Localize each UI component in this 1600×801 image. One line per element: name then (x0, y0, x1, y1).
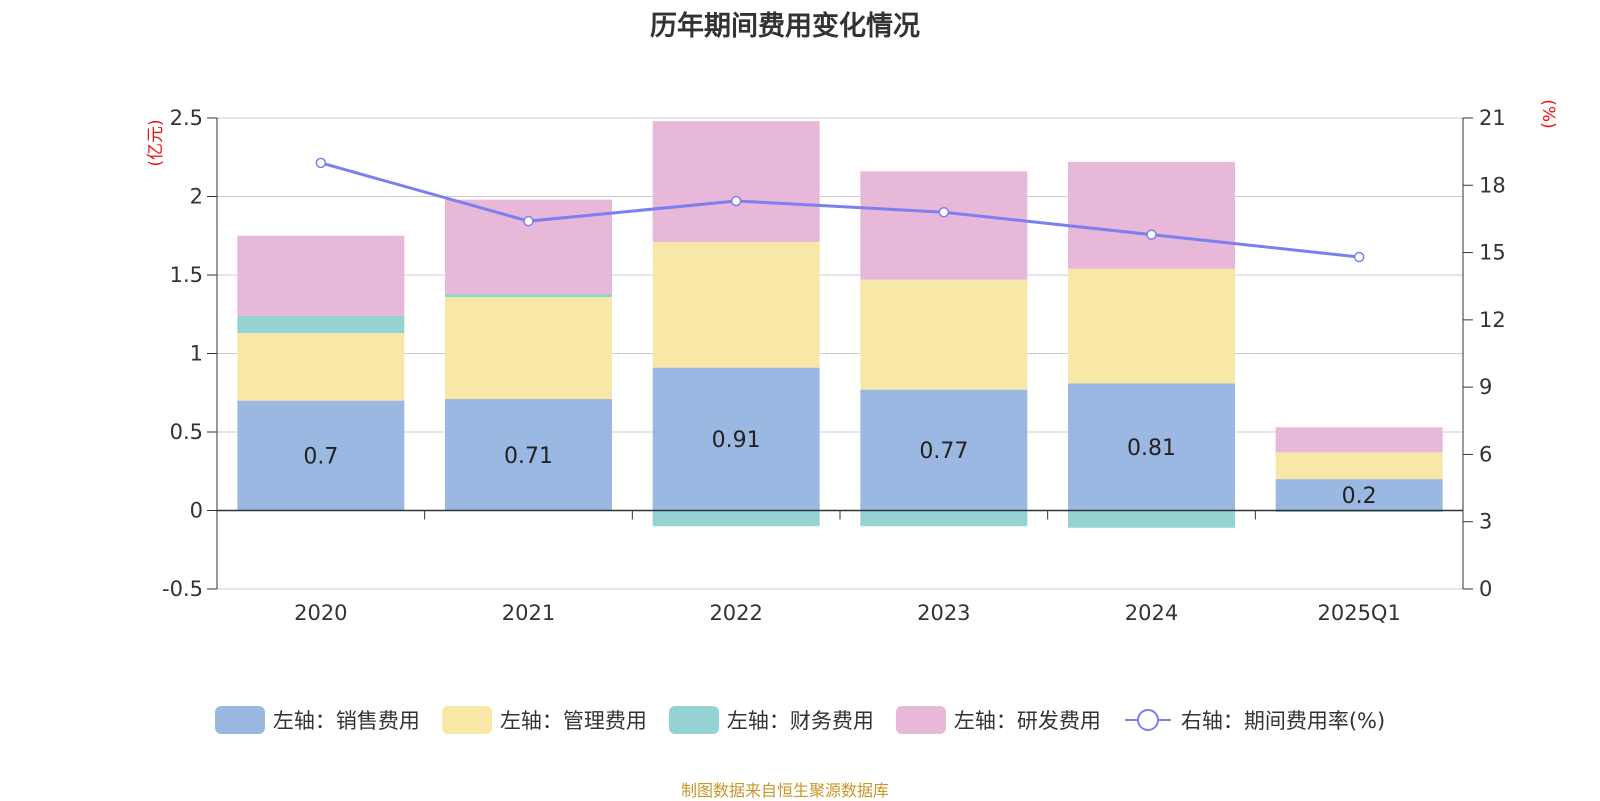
rate-line (315, 157, 1365, 263)
y-left-tick-label: 1.5 (170, 263, 203, 287)
legend-swatch (214, 706, 265, 734)
legend-item-3[interactable]: 左轴：研发费用 (895, 705, 1101, 735)
y-left-tick-label: 1 (190, 342, 203, 366)
bar-3-2020 (237, 235, 405, 316)
bar-label-2021: 0.71 (504, 444, 553, 469)
x-tick-label: 2020 (294, 601, 347, 625)
bar-label-2024: 0.81 (1127, 436, 1176, 461)
chart-title: 历年期间费用变化情况 (650, 11, 920, 42)
y-right-tick-label: 15 (1479, 241, 1506, 265)
chart-plot: -0.5 0 0.5 1 1.5 2 2.5 0 3 6 9 12 15 18 21 2020 2021 2022… (146, 99, 1558, 625)
rate-point-2020 (315, 157, 327, 169)
axes: -0.5 0 0.5 1 1.5 2 2.5 0 3 6 9 12 15 18 21 2020 2021 2022… (146, 99, 1558, 625)
rate-point-2022 (730, 195, 742, 207)
y-right-tick-label: 21 (1479, 106, 1506, 130)
x-tick-label: 2023 (917, 601, 970, 625)
bar-1-2020 (237, 333, 405, 401)
bar-3-2022 (652, 121, 820, 243)
rate-point-2024 (1146, 229, 1157, 240)
rate-point-2023 (938, 206, 950, 218)
legend-swatch (895, 706, 946, 734)
legend-line-marker (1124, 709, 1171, 731)
legend-swatch (668, 706, 719, 734)
legend-label: 左轴：管理费用 (499, 709, 647, 733)
legend: 左轴：销售费用 左轴：管理费用 左轴：财务费用 左轴：研发费用 右轴：期间费用率(%) (0, 705, 1600, 735)
y-right-unit: (%) (1538, 99, 1558, 128)
y-right-tick-label: 12 (1479, 308, 1506, 332)
bar-3-2025Q1 (1275, 427, 1443, 453)
legend-label: 右轴：期间费用率(%) (1180, 709, 1386, 733)
bar-3-2024 (1068, 161, 1235, 269)
y-left-tick-label: 2 (190, 185, 203, 209)
legend-swatch (441, 706, 492, 734)
legend-item-1[interactable]: 左轴：管理费用 (441, 705, 647, 735)
bar-2-2023 (860, 510, 1028, 527)
x-tick-label: 2022 (709, 601, 762, 625)
bar-label-2023: 0.77 (919, 439, 968, 464)
y-left-unit: (亿元) (146, 119, 166, 166)
bar-0-2025Q1 (1275, 479, 1443, 511)
bar-0-2020 (237, 400, 405, 511)
bar-2-2025Q1 (1275, 510, 1443, 513)
rate-line-path (320, 161, 1360, 259)
bar-label-2022: 0.91 (712, 428, 761, 453)
legend-label: 左轴：销售费用 (272, 709, 420, 733)
y-right-tick-label: 18 (1479, 173, 1506, 197)
bar-1-2025Q1 (1275, 452, 1443, 480)
bar-3-2023 (860, 171, 1028, 280)
bar-2-2024 (1068, 510, 1235, 528)
bar-0-2023 (860, 389, 1028, 511)
bar-1-2023 (860, 279, 1028, 390)
bar-label-2020: 0.7 (303, 445, 338, 470)
source-note: 制图数据来自恒生聚源数据库 (680, 781, 889, 800)
rate-point-2021 (523, 215, 534, 227)
bar-0-2024 (1068, 383, 1235, 511)
legend-item-2[interactable]: 左轴：财务费用 (668, 705, 874, 735)
y-left-tick-label: 0 (190, 499, 203, 523)
y-left-tick-label: 2.5 (170, 106, 203, 130)
y-right-tick-label: 3 (1479, 510, 1492, 534)
y-right-tick-label: 0 (1479, 577, 1492, 601)
bar-1-2021 (445, 296, 612, 400)
bar-3-2021 (445, 199, 612, 294)
legend-item-4[interactable]: 右轴：期间费用率(%) (1123, 705, 1385, 735)
y-left-tick-label: 0.5 (170, 420, 203, 444)
bar-1-2024 (1068, 268, 1235, 384)
legend-label: 左轴：研发费用 (953, 709, 1101, 733)
bar-1-2022 (652, 242, 820, 368)
bar-2-2020 (237, 315, 405, 334)
x-tick-label: 2024 (1125, 601, 1178, 625)
y-left-tick-label: -0.5 (162, 577, 203, 601)
bar-label-2025Q1: 0.2 (1342, 484, 1377, 509)
bar-0-2022 (652, 367, 820, 511)
legend-label: 左轴：财务费用 (726, 709, 874, 733)
legend-item-0[interactable]: 左轴：销售费用 (214, 705, 420, 735)
bar-2-2021 (445, 293, 612, 297)
y-right-tick-label: 9 (1479, 375, 1492, 399)
x-tick-label: 2025Q1 (1317, 601, 1400, 625)
y-right-tick-label: 6 (1479, 442, 1492, 466)
bar-0-2021 (445, 399, 612, 511)
bar-2-2022 (652, 510, 820, 527)
x-tick-label: 2021 (502, 601, 555, 625)
data-labels: 0.7 0.71 0.91 0.77 0.81 0.2 (303, 428, 1376, 509)
rate-point-2025Q1 (1353, 251, 1365, 263)
bars (237, 121, 1443, 528)
